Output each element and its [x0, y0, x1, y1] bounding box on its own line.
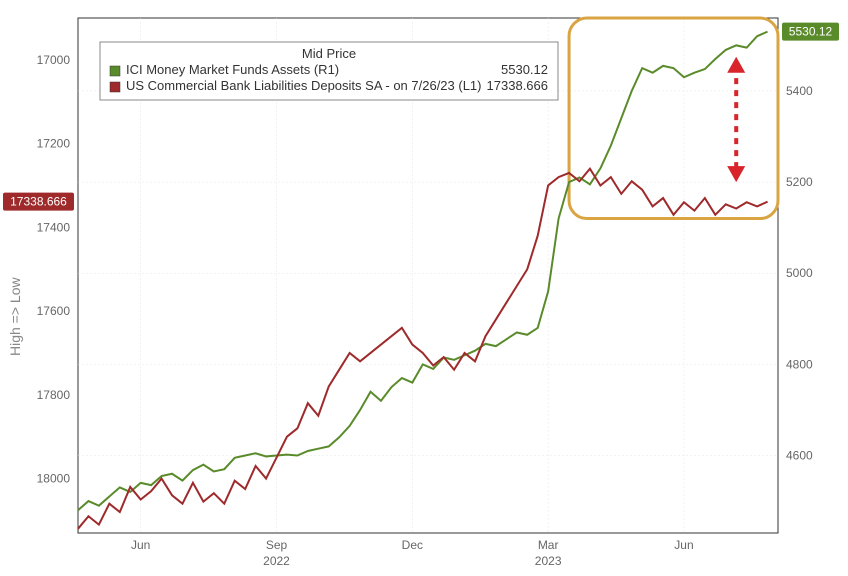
legend-item-label: ICI Money Market Funds Assets (R1): [126, 62, 339, 77]
x-tick-label: Sep: [266, 538, 288, 552]
x-tick-label: Jun: [131, 538, 150, 552]
legend-swatch: [110, 66, 120, 76]
right-tick-label: 5400: [786, 84, 813, 98]
left-tick-label: 17600: [37, 304, 71, 318]
left-axis-title: High => Low: [7, 277, 23, 356]
left-tick-label: 17200: [37, 137, 71, 151]
left-tick-label: 18000: [37, 472, 71, 486]
legend-swatch: [110, 82, 120, 92]
right-tick-label: 4800: [786, 357, 813, 371]
right-tick-label: 5200: [786, 175, 813, 189]
x-tick-label: Mar: [538, 538, 559, 552]
legend-item-value: 17338.666: [487, 78, 548, 93]
x-year-label: 2022: [263, 554, 290, 568]
legend-item-value: 5530.12: [501, 62, 548, 77]
x-tick-label: Jun: [674, 538, 693, 552]
value-badge-text: 17338.666: [10, 195, 67, 209]
right-tick-label: 4600: [786, 449, 813, 463]
chart-container: 4600 4800 5000 5200 5400 17000 17200 17400 17600…: [0, 0, 848, 576]
legend-title: Mid Price: [302, 46, 356, 61]
x-tick-label: Dec: [402, 538, 423, 552]
legend-item-label: US Commercial Bank Liabilities Deposits …: [126, 78, 482, 93]
chart-svg: 4600 4800 5000 5200 5400 17000 17200 17400 17600…: [0, 0, 848, 576]
left-tick-label: 17000: [37, 53, 71, 67]
left-tick-label: 17400: [37, 220, 71, 234]
left-tick-label: 17800: [37, 388, 71, 402]
x-year-label: 2023: [535, 554, 562, 568]
right-tick-label: 5000: [786, 266, 813, 280]
value-badge-text: 5530.12: [789, 25, 833, 39]
